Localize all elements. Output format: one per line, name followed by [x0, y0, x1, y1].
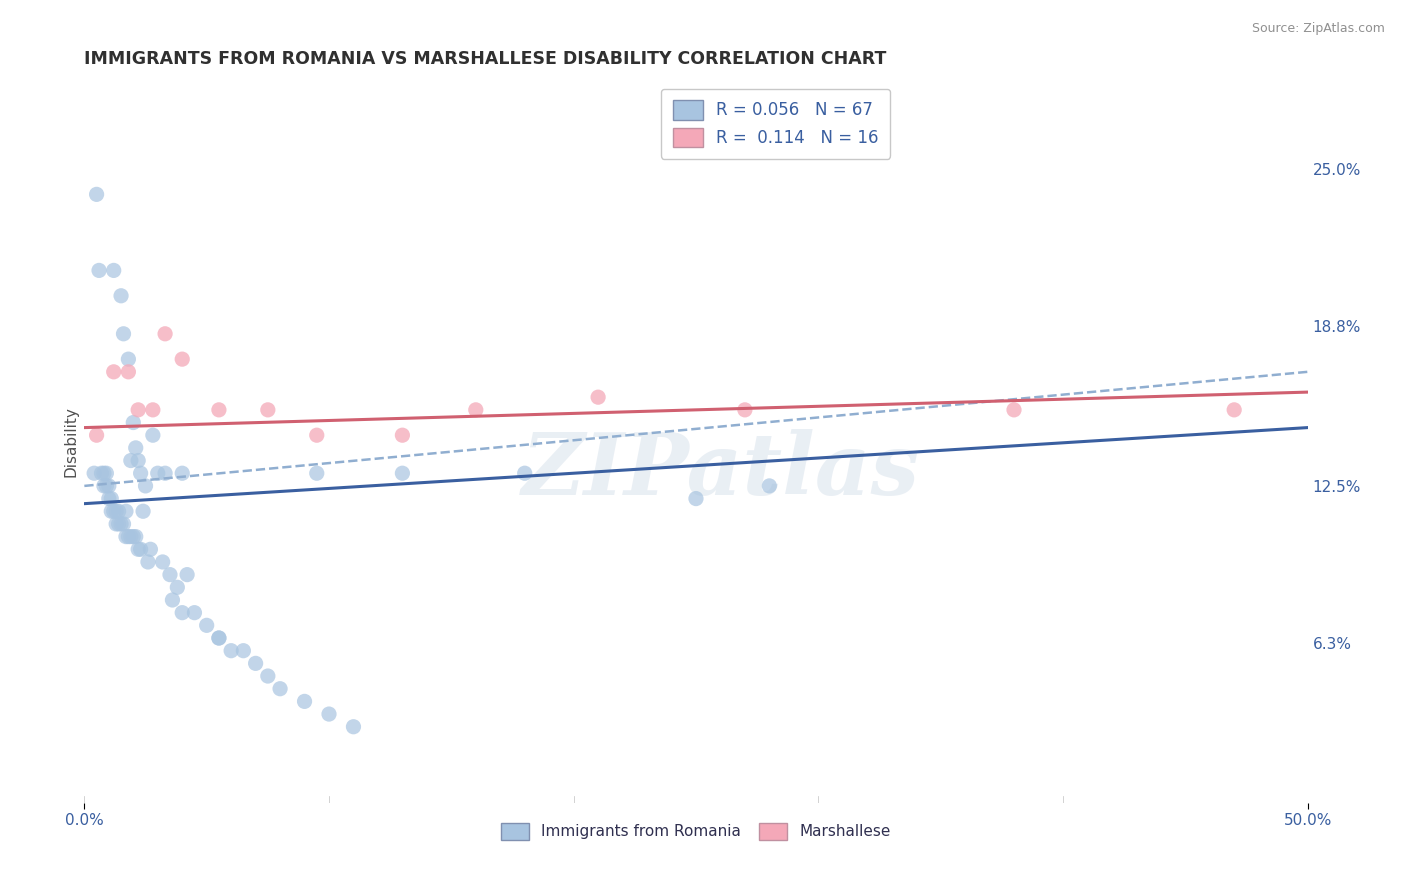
Point: [97, 479, 120, 493]
Text: ZIPatlas: ZIPatlas: [522, 429, 920, 512]
Point: [115, 504, 138, 518]
Point: [318, 707, 340, 722]
Point: [103, 504, 125, 518]
Point: [219, 643, 242, 657]
Point: [142, 402, 165, 417]
Point: [1002, 402, 1025, 417]
Point: [464, 402, 486, 417]
Point: [342, 720, 364, 734]
Point: [112, 326, 135, 341]
Point: [115, 530, 138, 544]
Point: [110, 516, 132, 531]
Point: [146, 467, 169, 481]
Point: [122, 530, 145, 544]
Point: [183, 606, 205, 620]
Point: [129, 542, 152, 557]
Point: [139, 542, 162, 557]
Point: [142, 428, 165, 442]
Point: [135, 479, 157, 493]
Point: [232, 643, 254, 657]
Point: [87, 263, 110, 277]
Point: [125, 530, 148, 544]
Point: [172, 352, 194, 367]
Point: [90, 467, 112, 481]
Point: [86, 187, 108, 202]
Y-axis label: Disability: Disability: [63, 406, 79, 477]
Point: [120, 453, 142, 467]
Point: [257, 669, 280, 683]
Text: Source: ZipAtlas.com: Source: ZipAtlas.com: [1251, 22, 1385, 36]
Point: [100, 504, 122, 518]
Point: [110, 289, 132, 303]
Point: [294, 694, 316, 708]
Point: [122, 416, 145, 430]
Point: [734, 402, 756, 417]
Point: [93, 467, 115, 481]
Point: [685, 491, 707, 506]
Point: [136, 555, 159, 569]
Point: [93, 479, 115, 493]
Point: [245, 657, 267, 671]
Point: [305, 428, 328, 442]
Point: [586, 390, 609, 404]
Point: [166, 580, 188, 594]
Point: [105, 504, 128, 518]
Point: [120, 530, 142, 544]
Point: [117, 352, 139, 367]
Point: [758, 479, 780, 493]
Point: [513, 467, 536, 481]
Point: [208, 631, 231, 645]
Legend: Immigrants from Romania, Marshallese: Immigrants from Romania, Marshallese: [492, 814, 900, 849]
Point: [96, 479, 118, 493]
Point: [257, 402, 280, 417]
Point: [176, 567, 198, 582]
Point: [97, 491, 120, 506]
Point: [391, 467, 413, 481]
Point: [117, 365, 139, 379]
Point: [129, 467, 152, 481]
Point: [96, 467, 118, 481]
Point: [159, 567, 181, 582]
Point: [100, 491, 122, 506]
Point: [1223, 402, 1246, 417]
Point: [83, 467, 105, 481]
Point: [153, 467, 176, 481]
Point: [112, 516, 135, 531]
Point: [391, 428, 413, 442]
Point: [127, 402, 149, 417]
Point: [125, 441, 148, 455]
Point: [103, 263, 125, 277]
Point: [153, 326, 176, 341]
Point: [269, 681, 291, 696]
Point: [86, 428, 108, 442]
Point: [172, 606, 194, 620]
Point: [132, 504, 155, 518]
Point: [152, 555, 174, 569]
Point: [195, 618, 218, 632]
Point: [172, 467, 194, 481]
Point: [107, 504, 129, 518]
Text: IMMIGRANTS FROM ROMANIA VS MARSHALLESE DISABILITY CORRELATION CHART: IMMIGRANTS FROM ROMANIA VS MARSHALLESE D…: [84, 50, 887, 68]
Point: [127, 542, 149, 557]
Point: [127, 453, 149, 467]
Point: [208, 402, 231, 417]
Point: [117, 530, 139, 544]
Point: [305, 467, 328, 481]
Point: [208, 631, 231, 645]
Point: [105, 516, 128, 531]
Point: [107, 516, 129, 531]
Point: [103, 365, 125, 379]
Point: [162, 593, 184, 607]
